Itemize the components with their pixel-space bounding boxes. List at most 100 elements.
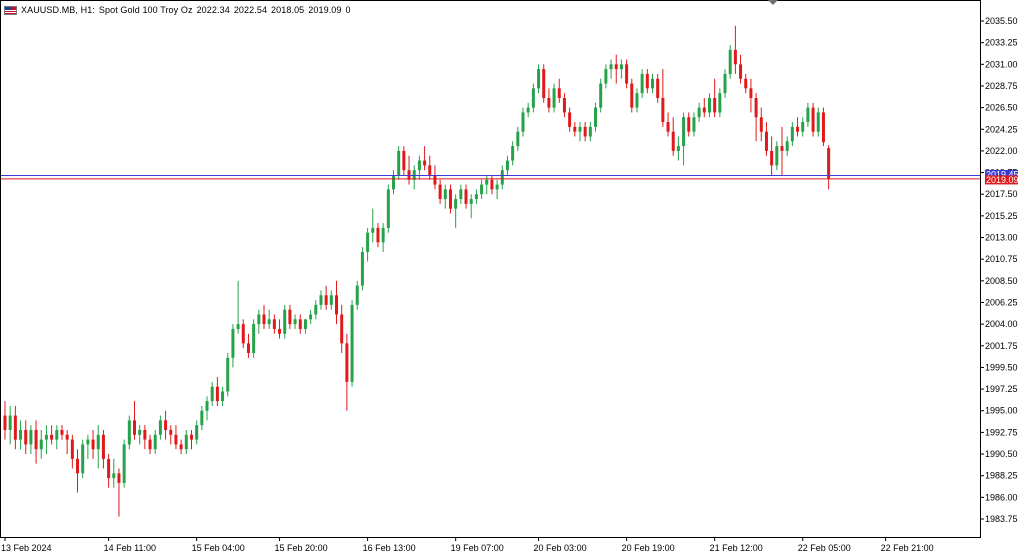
candle[interactable] [34,420,38,464]
candle[interactable] [267,309,271,329]
candle[interactable] [821,107,825,147]
candle[interactable] [749,78,753,113]
candle[interactable] [568,107,572,132]
candle[interactable] [205,396,209,421]
candle[interactable] [70,434,74,469]
candle[interactable] [754,93,758,142]
candle[interactable] [619,59,623,79]
candle[interactable] [371,208,375,243]
candle[interactable] [112,458,116,488]
candle[interactable] [174,425,178,450]
candle[interactable] [552,83,556,113]
candle[interactable] [360,247,364,291]
candle[interactable] [671,117,675,156]
candle[interactable] [656,73,660,103]
candle[interactable] [158,415,162,440]
candle[interactable] [443,184,447,209]
candle[interactable] [521,107,525,137]
candle[interactable] [91,429,95,459]
candle[interactable] [573,122,577,137]
candle[interactable] [39,429,43,459]
candle[interactable] [324,285,328,310]
candle[interactable] [707,93,711,118]
candle[interactable] [713,78,717,118]
candle[interactable] [480,179,484,200]
candle[interactable] [138,425,142,445]
candle[interactable] [635,88,639,113]
candle[interactable] [562,93,566,118]
candle[interactable] [60,425,64,440]
candle[interactable] [614,54,618,84]
candle[interactable] [355,280,359,310]
candle[interactable] [345,333,349,411]
candle[interactable] [262,304,266,329]
candle[interactable] [666,112,670,137]
candle[interactable] [329,290,333,310]
candle[interactable] [728,45,732,79]
candle[interactable] [412,165,416,190]
candle[interactable] [682,112,686,166]
candle[interactable] [428,155,432,180]
candle[interactable] [692,112,696,137]
candle[interactable] [127,415,131,450]
candle[interactable] [184,429,188,455]
candle[interactable] [423,146,427,171]
candle[interactable] [143,425,147,450]
candle[interactable] [578,122,582,142]
candle[interactable] [376,223,380,248]
candle[interactable] [319,290,323,310]
candle[interactable] [29,425,33,455]
candle[interactable] [495,179,499,200]
candle[interactable] [195,420,199,445]
candle[interactable] [153,429,157,455]
candle[interactable] [397,146,401,180]
candle[interactable] [645,69,649,94]
candle[interactable] [221,386,225,406]
candle[interactable] [241,319,245,349]
candle[interactable] [81,439,85,479]
candle[interactable] [469,194,473,219]
candle[interactable] [309,309,313,325]
candle[interactable] [19,420,23,450]
candle[interactable] [505,155,509,175]
candle[interactable] [65,429,69,455]
candle[interactable] [438,179,442,204]
candle[interactable] [604,64,608,89]
candle[interactable] [133,401,136,440]
candle[interactable] [3,401,7,440]
candle[interactable] [298,314,302,334]
candle[interactable] [739,54,743,84]
candle[interactable] [164,410,168,440]
candle[interactable] [148,434,152,455]
candle[interactable] [744,73,748,94]
candle[interactable] [490,174,494,195]
candle[interactable] [8,405,12,445]
candle[interactable] [288,304,292,329]
candle[interactable] [811,102,815,137]
candle[interactable] [314,300,318,320]
candle[interactable] [189,429,193,450]
candle[interactable] [272,314,276,334]
candle[interactable] [609,59,613,79]
candle[interactable] [537,64,541,94]
candle[interactable] [485,174,489,195]
candle[interactable] [86,434,90,459]
candle[interactable] [801,117,805,137]
candle[interactable] [107,454,111,488]
candle[interactable] [340,304,344,353]
candle[interactable] [790,122,794,147]
candle[interactable] [386,184,390,233]
candle[interactable] [661,69,665,127]
candle[interactable] [96,425,100,469]
candle[interactable] [433,165,437,190]
candle[interactable] [366,227,370,262]
candle[interactable] [246,333,250,358]
candle[interactable] [625,59,629,89]
candle[interactable] [557,78,561,103]
candle[interactable] [459,184,463,204]
candle[interactable] [50,425,54,445]
candle[interactable] [640,69,644,98]
candle[interactable] [547,88,551,113]
candle[interactable] [402,146,406,175]
